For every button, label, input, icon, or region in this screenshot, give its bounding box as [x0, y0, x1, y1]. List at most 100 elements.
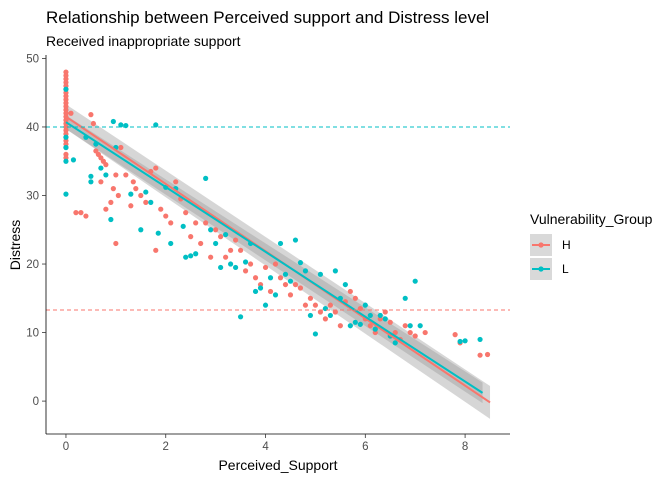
point-H	[103, 206, 109, 212]
point-L	[143, 189, 149, 195]
point-L	[63, 86, 69, 92]
point-L	[417, 323, 423, 329]
point-L	[88, 179, 94, 185]
point-L	[232, 264, 239, 271]
point-H	[183, 210, 189, 216]
point-H	[153, 247, 159, 253]
chart-subtitle: Received inappropriate support	[46, 33, 241, 49]
point-L	[302, 268, 309, 274]
legend-marker-H	[538, 242, 544, 248]
point-L	[282, 271, 289, 277]
point-L	[153, 122, 159, 128]
point-H	[237, 247, 244, 253]
point-L	[342, 281, 348, 288]
y-axis-label: Distress	[7, 220, 23, 271]
point-L	[412, 278, 418, 284]
point-H	[83, 213, 89, 219]
point-L	[208, 227, 214, 233]
point-H	[412, 333, 418, 339]
point-L	[372, 326, 378, 332]
point-H	[312, 302, 319, 308]
y-tick-label: 0	[33, 396, 39, 408]
plot-area	[46, 69, 510, 419]
point-H	[198, 240, 204, 247]
point-L	[203, 175, 209, 181]
point-H	[484, 351, 491, 358]
point-H	[282, 281, 289, 288]
x-tick-label: 0	[63, 441, 69, 453]
point-L	[347, 323, 353, 329]
point-L	[392, 340, 398, 346]
confidence-band-H	[65, 104, 491, 419]
y-tick-label: 40	[26, 122, 39, 134]
x-axis-label: Perceived_Support	[218, 457, 337, 473]
point-H	[387, 319, 393, 325]
point-L	[118, 122, 124, 128]
point-L	[272, 292, 279, 298]
point-H	[277, 275, 284, 281]
point-H	[138, 192, 144, 199]
point-L	[128, 191, 134, 197]
point-H	[163, 213, 169, 219]
point-H	[118, 144, 124, 151]
point-H	[337, 323, 343, 329]
point-L	[180, 223, 186, 229]
point-H	[272, 261, 279, 267]
point-L	[287, 278, 294, 284]
x-tick-label: 4	[262, 441, 269, 453]
point-H	[158, 206, 164, 212]
point-H	[422, 329, 428, 336]
point-L	[98, 165, 104, 171]
point-L	[457, 338, 463, 345]
point-L	[367, 312, 373, 319]
point-L	[193, 251, 199, 257]
point-L	[257, 285, 264, 291]
point-L	[183, 254, 189, 260]
point-H	[297, 285, 304, 291]
point-L	[292, 237, 299, 243]
point-L	[63, 134, 69, 140]
y-tick-label: 30	[26, 190, 39, 202]
point-H	[302, 302, 309, 308]
point-H	[382, 309, 388, 315]
fit-line-L	[65, 121, 484, 394]
point-H	[108, 199, 114, 205]
point-H	[153, 165, 159, 171]
point-H	[267, 288, 274, 295]
point-H	[123, 172, 129, 178]
point-H	[78, 210, 84, 216]
point-L	[477, 336, 483, 343]
legend-marker-L	[538, 266, 544, 272]
point-L	[312, 331, 319, 337]
x-axis-ticks: 0 2 4 6 8	[63, 434, 468, 453]
legend: Vulnerability_Group HL	[530, 211, 653, 280]
point-H	[143, 199, 149, 205]
legend-label-L: L	[562, 262, 569, 276]
point-H	[88, 112, 94, 118]
point-H	[477, 352, 483, 358]
point-L	[148, 199, 154, 205]
point-L	[138, 227, 144, 233]
point-L	[382, 316, 388, 322]
point-L	[70, 157, 77, 163]
point-H	[133, 186, 139, 192]
point-H	[208, 254, 214, 260]
point-H	[98, 179, 104, 185]
point-L	[352, 319, 358, 325]
point-L	[103, 172, 109, 178]
point-L	[332, 268, 338, 274]
point-H	[113, 240, 119, 247]
point-L	[297, 260, 304, 266]
point-L	[228, 261, 234, 267]
point-L	[218, 264, 224, 271]
point-L	[307, 312, 314, 319]
legend-label-H: H	[562, 238, 571, 252]
point-L	[362, 302, 368, 308]
point-H	[262, 264, 269, 271]
point-L	[357, 321, 363, 327]
point-L	[407, 323, 413, 329]
point-H	[110, 186, 116, 192]
point-H	[347, 288, 353, 295]
point-H	[228, 247, 234, 253]
